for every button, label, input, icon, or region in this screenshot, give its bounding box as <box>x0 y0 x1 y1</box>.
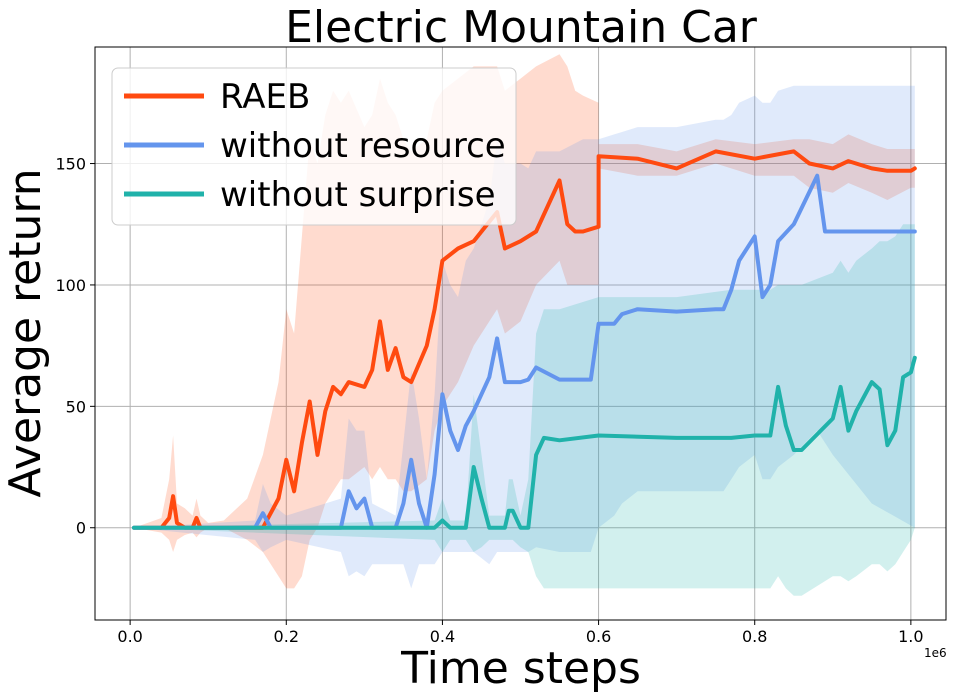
legend-label: without surprise <box>220 175 496 215</box>
x-tick-label: 1.0 <box>898 627 923 646</box>
legend-label: RAEB <box>220 77 310 117</box>
legend-label: without resource <box>220 126 506 166</box>
line-without-surprise <box>132 355 917 530</box>
band-without-resource <box>134 85 915 589</box>
legend-entry-raeb: RAEB <box>124 77 310 117</box>
y-axis-ticks: 0 50 100 150 <box>55 155 95 538</box>
line-without-resource <box>132 173 917 530</box>
legend: RAEB without resource without surprise <box>111 67 517 226</box>
x-tick-label: 0.2 <box>274 627 299 646</box>
y-tick-label: 150 <box>55 155 86 174</box>
x-tick-label: 0.6 <box>586 627 611 646</box>
series-lines <box>132 149 917 530</box>
x-tick-label: 0.8 <box>742 627 767 646</box>
legend-entry-without-surprise: without surprise <box>124 175 496 215</box>
legend-entry-without-resource: without resource <box>124 126 506 166</box>
x-tick-label: 0.0 <box>117 627 142 646</box>
legend-frame <box>111 67 517 226</box>
y-tick-label: 50 <box>66 397 86 416</box>
y-tick-label: 100 <box>55 276 86 295</box>
y-tick-label: 0 <box>76 519 86 538</box>
y-axis-label: Average return <box>0 168 51 497</box>
chart-title: Electric Mountain Car <box>285 2 758 53</box>
x-tick-label: 0.4 <box>430 627 455 646</box>
x-axis-label: Time steps <box>400 643 641 694</box>
x-axis-ticks: 0.0 0.2 0.4 0.6 0.8 1.0 <box>117 620 924 646</box>
x-axis-scale-label: 1e6 <box>924 646 947 660</box>
plot-frame <box>94 46 947 621</box>
band-without-surprise <box>134 224 915 596</box>
